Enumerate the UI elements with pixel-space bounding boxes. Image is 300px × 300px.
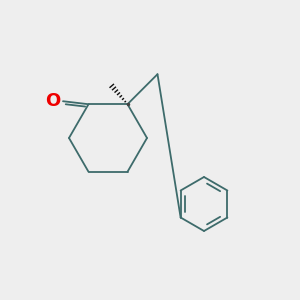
Text: O: O	[45, 92, 60, 110]
